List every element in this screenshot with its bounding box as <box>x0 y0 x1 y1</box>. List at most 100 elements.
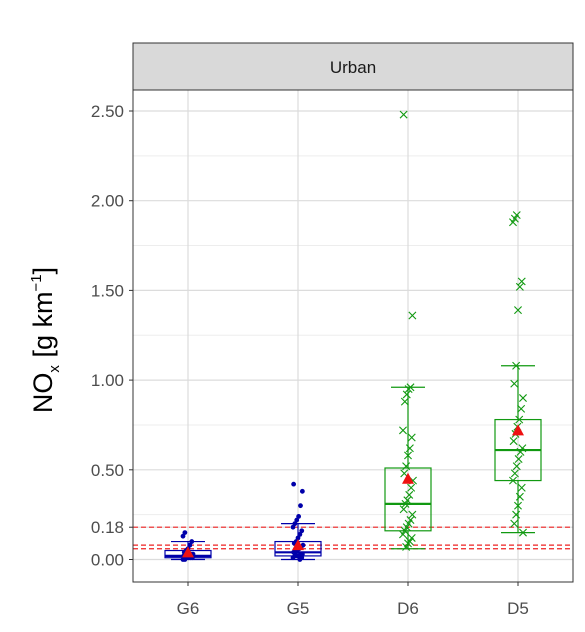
data-point <box>512 361 521 370</box>
data-point-stroke <box>408 311 417 320</box>
data-point <box>515 415 524 424</box>
data-point-stroke <box>512 211 521 220</box>
y-tick-label: 1.50 <box>91 281 124 300</box>
data-point-stroke <box>518 444 527 453</box>
data-point-stroke <box>517 483 526 492</box>
data-point <box>518 444 527 453</box>
data-point <box>405 490 414 499</box>
data-point-stroke <box>514 455 523 464</box>
data-point <box>510 379 519 388</box>
data-point <box>509 476 517 485</box>
x-tick-label: D6 <box>397 599 419 618</box>
data-point <box>514 455 523 464</box>
data-point-stroke <box>402 390 411 399</box>
data-point-stroke <box>515 415 524 424</box>
y-tick-label: 0.50 <box>91 461 124 480</box>
data-point <box>404 451 412 460</box>
data-point-stroke <box>406 383 415 392</box>
data-point-stroke <box>407 533 416 542</box>
y-axis-title-close: ] <box>28 267 58 275</box>
data-point <box>180 533 186 539</box>
data-point-stroke <box>519 528 527 537</box>
y-axis-title-unit: [g km <box>28 292 58 366</box>
data-point-stroke <box>399 505 408 514</box>
data-point <box>510 519 519 528</box>
data-point <box>299 528 305 534</box>
data-point-stroke <box>408 510 417 519</box>
data-point <box>408 311 417 320</box>
data-point <box>399 426 407 435</box>
data-point <box>512 510 521 519</box>
data-point <box>408 510 417 519</box>
data-point-stroke <box>512 361 521 370</box>
y-axis-title: NOx [g km−1] <box>28 267 63 413</box>
data-point-stroke <box>406 516 415 525</box>
data-point-stroke <box>400 469 409 478</box>
data-point-stroke <box>407 483 416 492</box>
data-point-stroke <box>404 451 412 460</box>
data-point <box>187 542 193 548</box>
data-point-stroke <box>514 306 522 315</box>
data-point-stroke <box>515 492 524 501</box>
data-point <box>294 517 300 523</box>
reference-lines <box>133 526 573 550</box>
data-point-stroke <box>512 462 521 471</box>
y-tick-label: 2.50 <box>91 102 124 121</box>
mean-marker <box>512 424 524 436</box>
data-point <box>182 530 188 535</box>
data-point-stroke <box>402 462 411 471</box>
mean-markers <box>182 424 524 558</box>
x-tick-label: G6 <box>177 599 200 618</box>
data-point <box>402 462 411 471</box>
x-axis-ticks: G6 G5 D6 D5 <box>177 582 529 618</box>
data-point <box>402 390 411 399</box>
data-point <box>407 483 416 492</box>
data-point <box>514 501 522 510</box>
data-point <box>296 514 302 519</box>
data-point <box>399 505 408 514</box>
data-point-stroke <box>510 379 519 388</box>
data-point <box>510 469 519 478</box>
data-point <box>517 483 526 492</box>
data-point-stroke <box>407 433 416 442</box>
data-point <box>297 531 303 537</box>
data-point-stroke <box>509 437 518 446</box>
strip-background <box>132 42 574 91</box>
data-point-stroke <box>519 394 527 403</box>
data-point-stroke <box>399 110 408 119</box>
data-point <box>509 437 518 446</box>
data-point <box>407 533 416 542</box>
data-point <box>295 535 301 541</box>
data-point-stroke <box>512 510 521 519</box>
panel-background <box>133 90 573 582</box>
data-point <box>519 528 527 537</box>
data-point <box>299 488 305 494</box>
y-tick-label: 0.18 <box>91 518 124 537</box>
y-axis-title-sub: x <box>46 365 63 373</box>
data-point <box>299 551 305 557</box>
data-point-stroke <box>510 519 519 528</box>
y-tick-label: 1.00 <box>91 371 124 390</box>
mean-marker <box>182 546 194 558</box>
data-point <box>290 524 296 530</box>
data-point <box>519 394 527 403</box>
data-point <box>517 404 526 413</box>
y-tick-label: 0.00 <box>91 551 124 570</box>
data-point <box>517 277 526 286</box>
data-point <box>406 516 415 525</box>
y-tick-label: 2.00 <box>91 192 124 211</box>
data-point-stroke <box>515 282 524 291</box>
data-point-stroke <box>405 490 414 499</box>
data-point <box>399 110 408 119</box>
data-point-stroke <box>510 469 519 478</box>
x-tick-label: D5 <box>507 599 529 618</box>
data-point <box>405 444 414 453</box>
data-point-stroke <box>517 277 526 286</box>
data-point-stroke <box>517 404 526 413</box>
data-point <box>403 496 412 505</box>
data-point <box>291 481 297 487</box>
data-point <box>514 306 522 315</box>
data-point <box>515 492 524 501</box>
data-point <box>406 383 415 392</box>
y-axis-title-main: NO <box>28 373 58 414</box>
